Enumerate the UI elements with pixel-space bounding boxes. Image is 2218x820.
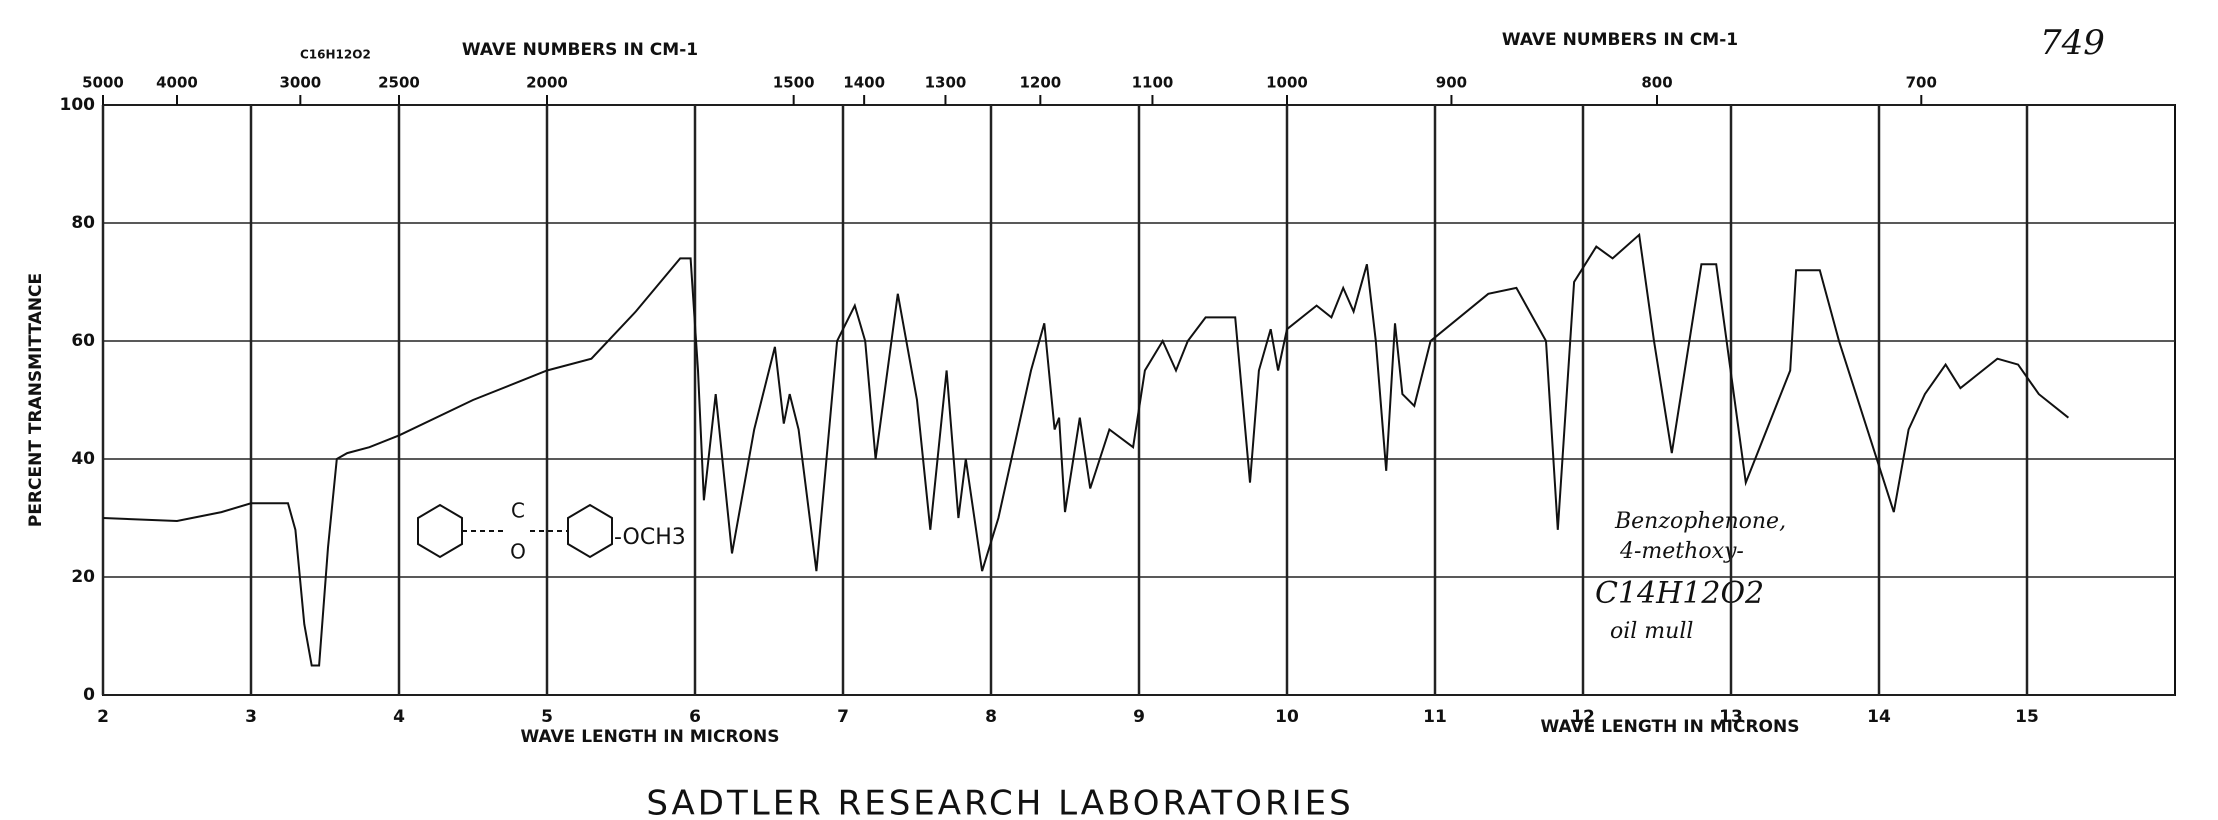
- compound-name: Benzophenone,: [1614, 509, 1786, 534]
- footer: SADTLER RESEARCH LABORATORIES: [646, 784, 1353, 820]
- x-tick-label: 5: [541, 707, 553, 727]
- x2-tick-label: 700: [1906, 74, 1937, 92]
- bottom-axis-label: WAVE LENGTH IN MICRONS: [1541, 717, 1800, 737]
- y-tick-label: 20: [71, 567, 95, 587]
- spectrum-line: [102, 232, 2070, 667]
- y-tick-label: 80: [71, 213, 95, 233]
- page-number: 749: [2040, 23, 2105, 63]
- x2-tick-label: 4000: [156, 74, 198, 92]
- x2-tick-label: 5000: [82, 74, 124, 92]
- x2-tick-label: 800: [1641, 74, 1672, 92]
- x-tick-label: 4: [393, 707, 405, 727]
- x2-tick-label: 1100: [1132, 74, 1174, 92]
- x-tick-label: 11: [1423, 707, 1447, 727]
- y-tick-label: 40: [71, 449, 95, 469]
- structure-group: -OCH3: [614, 525, 686, 550]
- x2-tick-label: 1400: [843, 74, 885, 92]
- x-tick-label: 13: [1719, 707, 1743, 727]
- compound-formula: C14H12O2: [1595, 576, 1764, 611]
- formula: C16H12O2: [300, 48, 371, 62]
- y-tick-label: 100: [60, 95, 96, 115]
- y-tick-label: 0: [83, 685, 95, 705]
- x2-tick-label: 1500: [773, 74, 815, 92]
- compound-medium: oil mull: [1610, 619, 1693, 644]
- compound-name: 4-methoxy-: [1619, 539, 1744, 564]
- x2-tick-label: 2000: [526, 74, 568, 92]
- x2-tick-label: 1000: [1266, 74, 1308, 92]
- x-tick-label: 15: [2015, 707, 2039, 727]
- x-tick-label: 10: [1275, 707, 1299, 727]
- x2-tick-label: 3000: [279, 74, 321, 92]
- y-tick-label: 60: [71, 331, 95, 351]
- x-tick-label: 2: [97, 707, 109, 727]
- x-tick-label: 6: [689, 707, 701, 727]
- bottom-axis-label: WAVE LENGTH IN MICRONS: [521, 727, 780, 747]
- x-tick-label: 7: [837, 707, 849, 727]
- benzene-ring: [417, 503, 463, 559]
- x-tick-label: 12: [1571, 707, 1595, 727]
- x-tick-label: 8: [985, 707, 997, 727]
- x-tick-label: 14: [1867, 707, 1891, 727]
- x-tick-label: 3: [245, 707, 257, 727]
- structure: [417, 503, 613, 559]
- structure-atom: O: [510, 540, 526, 564]
- x-tick-label: 9: [1133, 707, 1145, 727]
- top-axis-label: WAVE NUMBERS IN CM-1: [462, 40, 698, 60]
- structure-atom: C: [511, 499, 525, 523]
- top-axis-label: WAVE NUMBERS IN CM-1: [1502, 30, 1738, 50]
- x2-tick-label: 1200: [1019, 74, 1061, 92]
- y-axis-label: PERCENT TRANSMITTANCE: [26, 273, 46, 527]
- x2-tick-label: 900: [1436, 74, 1467, 92]
- label-box: [1590, 498, 2030, 683]
- benzene-ring: [567, 503, 613, 559]
- x2-tick-label: 2500: [378, 74, 420, 92]
- x2-tick-label: 1300: [925, 74, 967, 92]
